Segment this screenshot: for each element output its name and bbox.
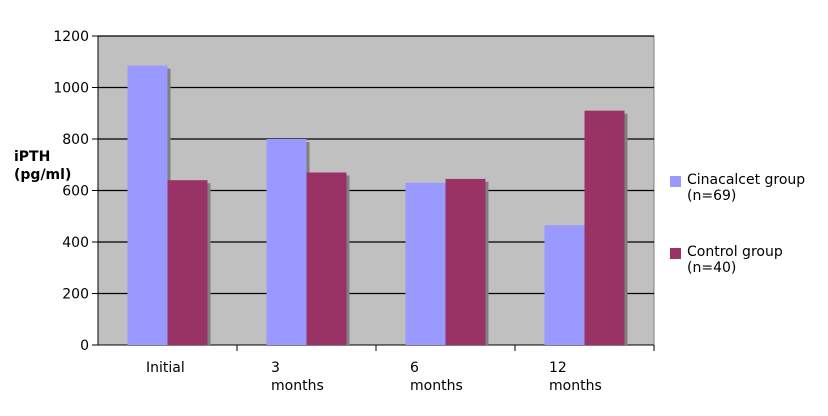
x-tick-label: 12: [549, 360, 567, 376]
legend-swatch-control: [670, 248, 681, 259]
y-tick-label: 800: [62, 132, 89, 148]
legend-item-cinacalcet: Cinacalcet group (n=69): [670, 172, 805, 204]
y-tick-label: 600: [62, 184, 89, 200]
y-axis-label-line-2: (pg/ml): [14, 167, 72, 183]
bar: [127, 65, 168, 346]
bar: [445, 178, 486, 345]
bar: [266, 139, 307, 345]
legend-label-cinacalcet: Cinacalcet group: [687, 172, 806, 188]
x-tick-label: 3: [271, 360, 280, 376]
y-tick-label: 1200: [53, 29, 89, 45]
y-tick-label: 1000: [53, 81, 89, 97]
bar: [584, 110, 625, 345]
x-tick-label: 6: [410, 360, 419, 376]
x-tick-label: months: [271, 378, 324, 394]
bar: [544, 225, 585, 345]
legend-swatch-cinacalcet: [670, 176, 681, 187]
bar: [167, 180, 208, 345]
bar: [306, 172, 347, 345]
y-axis-label-line-1: iPTH: [14, 149, 51, 165]
legend-label-control-n: (n=40): [687, 260, 737, 276]
bar: [405, 182, 446, 345]
x-tick-label: months: [549, 378, 602, 394]
legend-label-control: Control group: [687, 244, 783, 260]
x-tick-label: Initial: [146, 360, 185, 376]
legend-label-cinacalcet-n: (n=69): [687, 188, 737, 204]
legend: Cinacalcet group (n=69) Control group (n…: [670, 172, 805, 316]
y-tick-label: 0: [80, 338, 89, 354]
y-axis-label: iPTH (pg/ml): [14, 148, 71, 184]
y-tick-label: 200: [62, 287, 89, 303]
y-tick-label: 400: [62, 235, 89, 251]
legend-item-control: Control group (n=40): [670, 244, 805, 276]
x-tick-label: months: [410, 378, 463, 394]
